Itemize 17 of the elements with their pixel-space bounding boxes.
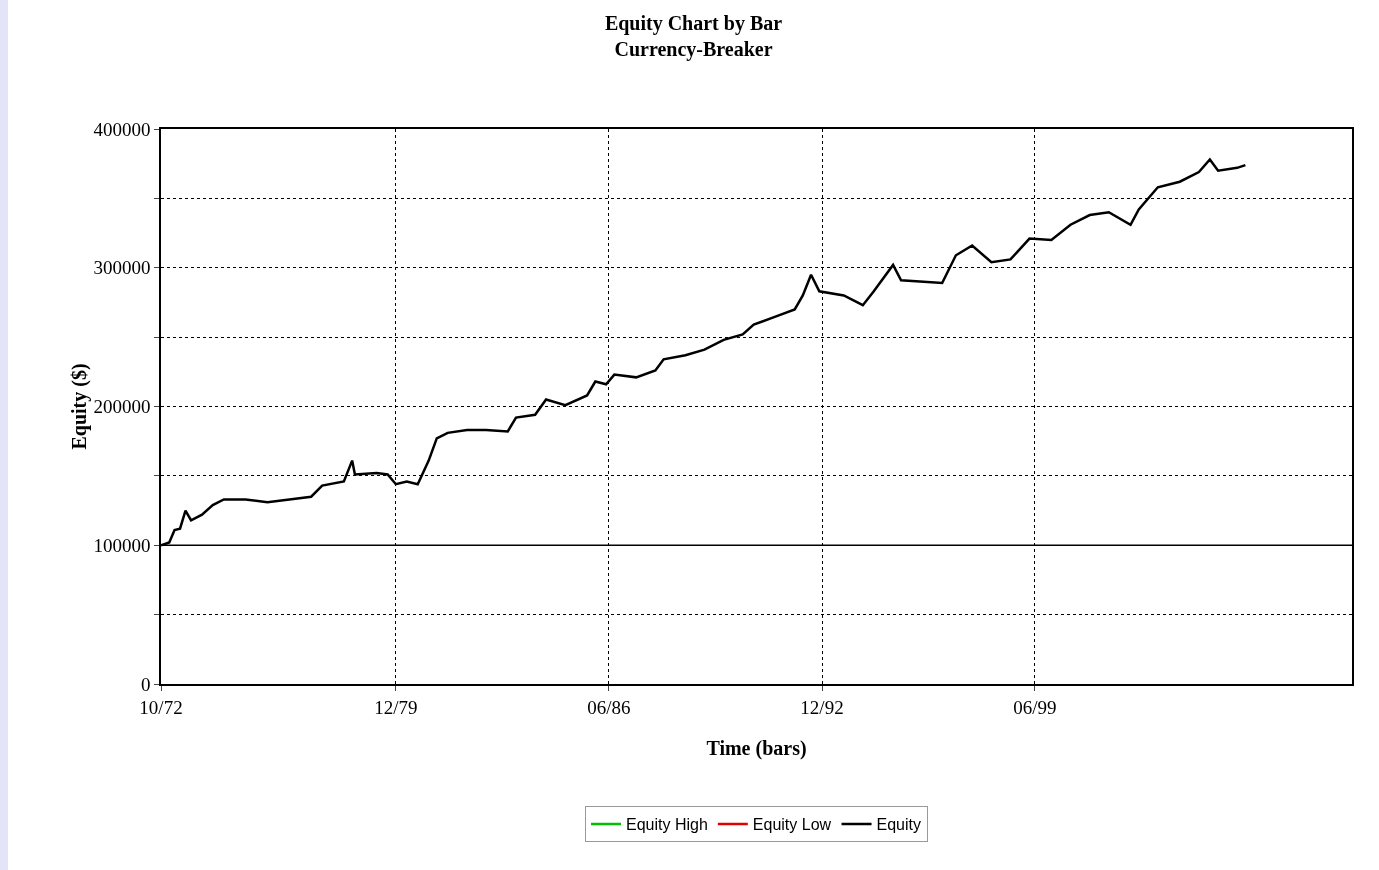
x-tick-label: 06/86 (587, 696, 631, 718)
chart-subtitle: Currency-Breaker (614, 38, 773, 62)
legend-label: Equity Low (752, 816, 832, 834)
y-tick-label: 0 (140, 673, 151, 695)
legend-label: Equity High (626, 816, 708, 834)
y-tick-label: 100000 (93, 534, 151, 556)
y-tick-label: 300000 (93, 257, 151, 279)
x-tick-label: 06/99 (1013, 696, 1057, 718)
y-axis-title: Equity ($) (68, 363, 92, 450)
x-axis-title: Time (bars) (706, 736, 807, 760)
x-tick-label: 12/79 (374, 696, 418, 718)
y-tick-label: 200000 (93, 396, 151, 418)
y-tick-label: 400000 (93, 118, 151, 140)
chart-title: Equity Chart by Bar (604, 12, 783, 36)
x-tick-label: 12/92 (800, 696, 844, 718)
legend-label: Equity (876, 816, 922, 834)
x-tick-label: 10/72 (139, 696, 183, 718)
